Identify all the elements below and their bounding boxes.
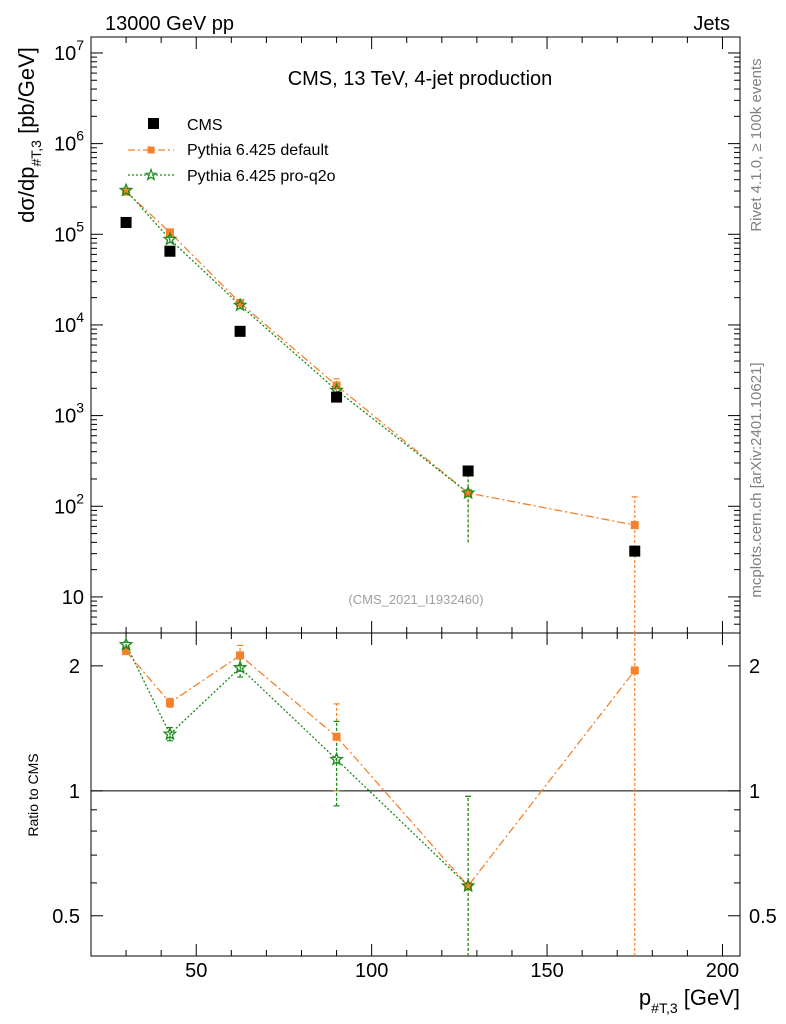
main-y-tick-base: 10 [62,587,84,609]
main-y-tick-label: 103 [54,400,84,428]
main-y-tick-base: 10 [54,43,76,65]
main-y-tick-exp: 7 [76,37,84,53]
main-point-default [464,489,473,498]
x-tick-label: 50 [185,960,207,982]
main-y-tick-base: 10 [54,315,76,337]
mcplots-label: mcplots.cern.ch [arXiv:2401.10621] [748,362,765,597]
main-point-proq2o [162,231,178,246]
ratio-point-proq2o [162,726,178,741]
main-y-tick-label: 10 [62,587,84,609]
ratio-y-tick-label: 1 [69,781,80,803]
ratio-panel-frame [90,632,741,957]
main-ylabel: dσ/dp#T,3 [pb/GeV] [14,47,44,223]
main-title: CMS, 13 TeV, 4-jet production [288,68,553,90]
rivet-label: Rivet 4.1.0, ≥ 100k events [748,58,765,231]
legend-label-proq2o: Pythia 6.425 pro-q2o [187,168,336,185]
main-y-tick-label: 105 [54,218,84,246]
main-y-tick-base: 10 [54,406,76,428]
legend-item-proq2o: Pythia 6.425 pro-q2o [128,167,336,185]
main-series [118,182,641,633]
ratio-point-default [464,881,473,890]
x-tick-label: 100 [355,960,388,982]
ratio-y-tick-label-right: 2 [749,656,760,678]
main-point-default [122,187,131,196]
ratio-point-default [332,732,341,741]
header-right: Jets [693,13,730,35]
main-ylabel-text: dσ/dp [14,167,39,223]
header-left: 13000 GeV pp [105,13,234,35]
x-tick-label: 150 [530,960,563,982]
main-y-tick-label: 106 [54,128,84,156]
main-point-proq2o [460,485,476,500]
main-y-tick-base: 10 [54,496,76,518]
main-line-proq2o [125,189,469,494]
main-point-cms [629,545,641,557]
main-y-tick-exp: 2 [76,490,84,506]
ratio-y-tick-label-right: 0.5 [749,906,777,928]
ratio-y-tick-label-right: 1 [749,781,760,803]
ratio-point-proq2o [232,659,248,674]
legend-marker-proq2o [144,167,158,181]
x-ticks: 50 100 150 200 [90,37,739,982]
ratio-point-proq2o [460,878,476,893]
legend-marker-cms [148,118,159,129]
main-y-tick-base: 10 [54,134,76,156]
main-point-default [630,521,639,530]
legend-item-default: Pythia 6.425 default [128,142,329,159]
main-point-cms [234,325,246,337]
legend-label-cms: CMS [187,117,223,134]
x-axis-label: p#T,3 [GeV] [639,985,740,1016]
legend: CMS Pythia 6.425 default Pythia 6.425 pr… [128,117,336,185]
ratio-point-default [165,698,174,707]
main-point-default [236,298,245,307]
ratio-point-default [236,651,245,660]
main-ylabel-sub: #T,3 [28,140,44,167]
main-point-proq2o [232,297,248,312]
x-axis-label-unit: [GeV] [678,985,740,1010]
ratio-line-proq2o [125,644,469,887]
x-tick-label: 200 [706,960,739,982]
x-axis-label-text: p [639,985,651,1010]
main-y-tick-exp: 5 [76,218,84,234]
ratio-y-tick-label: 2 [69,656,80,678]
main-point-cms [164,245,176,257]
legend-marker-default [147,146,155,154]
main-point-proq2o [118,182,134,197]
main-y-tick-base: 10 [54,224,76,246]
main-y-tick-label: 104 [54,309,84,337]
ratio-point-proq2o [118,636,134,651]
main-y-tick-exp: 3 [76,400,84,416]
main-point-cms [331,391,343,403]
main-point-cms [120,216,132,228]
ratio-y-ticks: 0.5 0.5 1 1 2 2 [52,656,777,957]
legend-label-default: Pythia 6.425 default [187,142,329,159]
analysis-watermark: (CMS_2021_I1932460) [348,592,483,607]
main-y-tick-label: 107 [54,37,84,65]
ratio-series [118,633,639,956]
main-line-default [125,191,635,526]
ratio-ylabel: Ratio to CMS [25,753,41,836]
main-ylabel-unit: [pb/GeV] [14,47,39,140]
x-axis-label-sub: #T,3 [651,1000,678,1016]
legend-item-cms: CMS [148,117,223,134]
ratio-line-default [125,650,636,887]
main-y-tick-label: 102 [54,490,84,518]
main-point-cms [462,465,474,477]
ratio-point-default [122,647,131,656]
main-y-tick-exp: 4 [76,309,84,325]
main-y-tick-exp: 6 [76,128,84,144]
ratio-point-default [630,666,639,675]
ratio-point-proq2o [329,751,344,766]
ratio-y-tick-label: 0.5 [52,906,80,928]
